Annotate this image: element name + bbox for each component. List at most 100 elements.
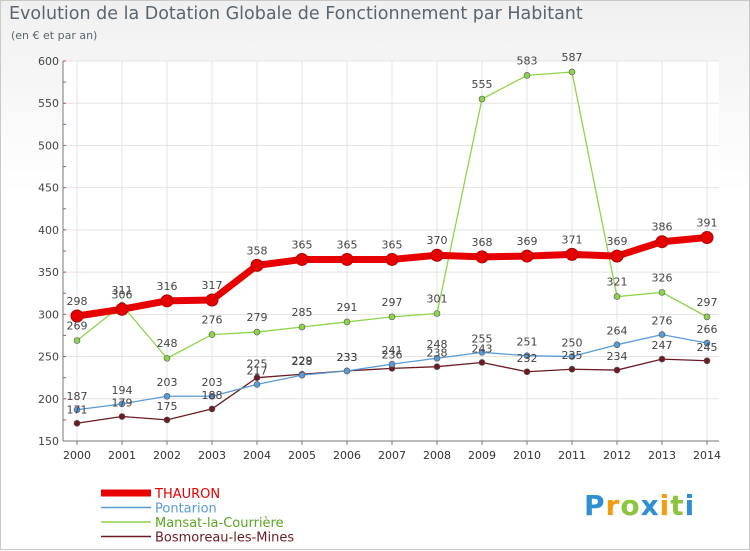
logo-letter: o bbox=[620, 489, 641, 522]
data-point bbox=[298, 323, 306, 331]
data-label: 583 bbox=[517, 54, 538, 67]
data-point bbox=[253, 381, 261, 388]
data-label: 188 bbox=[202, 389, 223, 402]
data-label: 365 bbox=[337, 238, 358, 251]
data-label: 285 bbox=[292, 306, 313, 319]
x-tick-label: 2010 bbox=[513, 449, 541, 462]
x-tick-label: 2008 bbox=[423, 449, 451, 462]
data-point bbox=[703, 313, 711, 321]
data-point bbox=[73, 419, 81, 427]
plot-area bbox=[63, 61, 719, 441]
x-tick-label: 2012 bbox=[603, 449, 631, 462]
data-point bbox=[478, 349, 486, 356]
data-label: 269 bbox=[67, 320, 88, 333]
x-tick-label: 2009 bbox=[468, 449, 496, 462]
data-label: 264 bbox=[607, 325, 628, 338]
data-point bbox=[163, 354, 171, 362]
y-tick-label: 350 bbox=[38, 266, 59, 279]
data-point bbox=[475, 250, 489, 264]
data-point bbox=[253, 374, 261, 381]
data-point bbox=[250, 258, 264, 272]
data-point bbox=[478, 359, 486, 366]
data-point bbox=[613, 293, 621, 300]
data-point bbox=[703, 339, 711, 347]
legend-label: Mansat-la-Courrière bbox=[155, 516, 284, 531]
y-tick-label: 150 bbox=[38, 435, 59, 448]
logo-letter: P bbox=[584, 489, 606, 522]
data-point bbox=[253, 328, 261, 336]
data-label: 301 bbox=[427, 292, 448, 305]
logo-letter: i bbox=[659, 489, 671, 522]
legend-label: Pontarion bbox=[155, 502, 217, 517]
data-point bbox=[613, 366, 621, 374]
data-label: 311 bbox=[112, 284, 133, 297]
data-point bbox=[163, 392, 171, 400]
data-point bbox=[340, 252, 354, 266]
data-point bbox=[703, 357, 711, 365]
data-label: 555 bbox=[472, 78, 493, 91]
data-label: 370 bbox=[427, 234, 448, 247]
data-point bbox=[208, 405, 216, 413]
data-label: 266 bbox=[697, 323, 718, 336]
data-point bbox=[523, 368, 531, 376]
data-point bbox=[658, 289, 666, 296]
data-label: 235 bbox=[562, 349, 583, 362]
data-label: 236 bbox=[382, 348, 403, 361]
data-label: 248 bbox=[157, 337, 178, 350]
data-label: 306 bbox=[112, 288, 133, 301]
data-label: 241 bbox=[382, 344, 403, 357]
x-tick-label: 2002 bbox=[153, 449, 181, 462]
y-tick-label: 450 bbox=[38, 182, 59, 195]
x-tick-label: 2014 bbox=[693, 449, 721, 462]
y-tick-label: 300 bbox=[38, 308, 59, 321]
y-tick-label: 200 bbox=[38, 393, 59, 406]
data-label: 225 bbox=[247, 358, 268, 371]
logo-letter: t bbox=[670, 489, 685, 522]
data-label: 291 bbox=[337, 301, 358, 314]
x-tick-label: 2013 bbox=[648, 449, 676, 462]
chart-title: Evolution de la Dotation Globale de Fonc… bbox=[9, 4, 583, 24]
data-label: 233 bbox=[337, 351, 358, 364]
data-point bbox=[208, 392, 216, 400]
data-point bbox=[568, 353, 576, 360]
data-label: 229 bbox=[292, 354, 313, 367]
legend-label: THAURON bbox=[154, 487, 220, 502]
data-label: 234 bbox=[607, 350, 628, 363]
data-point bbox=[655, 235, 669, 249]
data-label: 326 bbox=[652, 271, 673, 284]
data-label: 228 bbox=[292, 355, 313, 368]
data-label: 250 bbox=[562, 337, 583, 350]
data-label: 587 bbox=[562, 51, 583, 64]
data-label: 368 bbox=[472, 236, 493, 249]
data-label: 245 bbox=[697, 341, 718, 354]
legend-label: Bosmoreau-les-Mines bbox=[155, 531, 294, 546]
data-point bbox=[613, 341, 621, 349]
data-point bbox=[73, 406, 81, 414]
data-label: 317 bbox=[202, 279, 223, 292]
data-label: 194 bbox=[112, 384, 133, 397]
data-label: 386 bbox=[652, 221, 673, 234]
data-label: 297 bbox=[382, 296, 403, 309]
data-point bbox=[433, 363, 441, 370]
y-tick-label: 400 bbox=[38, 224, 59, 237]
x-tick-label: 2001 bbox=[108, 449, 136, 462]
data-point bbox=[160, 294, 174, 308]
data-label: 247 bbox=[652, 339, 673, 352]
data-point bbox=[295, 252, 309, 266]
x-tick-label: 2003 bbox=[198, 449, 226, 462]
data-label: 232 bbox=[517, 352, 538, 365]
data-label: 298 bbox=[67, 295, 88, 308]
data-label: 238 bbox=[427, 347, 448, 360]
data-point bbox=[343, 318, 351, 326]
data-point bbox=[118, 413, 126, 420]
data-point bbox=[433, 354, 441, 362]
data-label: 358 bbox=[247, 244, 268, 257]
data-point bbox=[700, 230, 714, 244]
data-label: 175 bbox=[157, 400, 178, 413]
y-tick-label: 250 bbox=[38, 351, 59, 364]
data-label: 203 bbox=[157, 376, 178, 389]
logo-letter: x bbox=[640, 489, 660, 522]
data-point bbox=[523, 352, 531, 360]
data-point bbox=[520, 249, 534, 263]
